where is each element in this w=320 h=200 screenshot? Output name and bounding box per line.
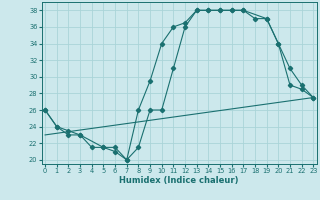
X-axis label: Humidex (Indice chaleur): Humidex (Indice chaleur) — [119, 176, 239, 185]
